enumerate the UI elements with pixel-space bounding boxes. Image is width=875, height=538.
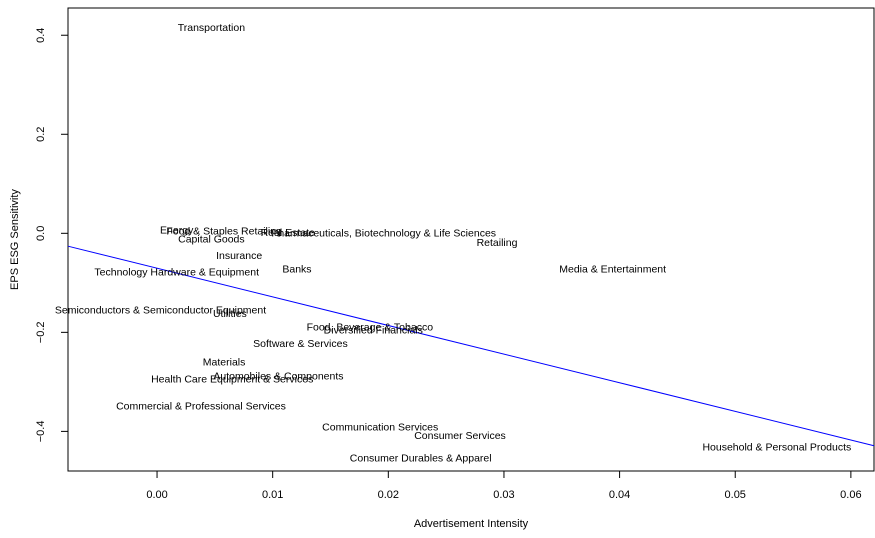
data-point-label: Food & Staples Retailing: [166, 225, 282, 237]
x-tick-label: 0.03: [493, 489, 514, 501]
data-point-label: Transportation: [178, 22, 245, 34]
data-point-label: Media & Entertainment: [559, 263, 666, 275]
data-point-label: Energy: [160, 224, 194, 236]
data-point-label: Real Estate: [261, 227, 315, 239]
data-point-label: Banks: [282, 263, 311, 275]
data-point-label: Household & Personal Products: [702, 442, 851, 454]
data-point-label: Consumer Durables & Apparel: [350, 453, 492, 465]
data-point-label: Semiconductors & Semiconductor Equipment: [55, 305, 266, 317]
data-point-label: Retailing: [477, 237, 518, 249]
data-point-label: Capital Goods: [178, 234, 245, 246]
data-point-label: Automobiles & Components: [213, 370, 343, 382]
x-axis: 0.00 0.01 0.02 0.03 0.04 0.05 0.06: [146, 470, 862, 501]
x-tick-label: 0.05: [725, 489, 746, 501]
y-axis-title: EPS ESG Sensitivity: [9, 189, 21, 290]
y-axis: −0.4 −0.2 0.0 0.2 0.4: [35, 28, 69, 443]
y-tick-label: 0.0: [35, 226, 47, 241]
y-tick-label: 0.4: [35, 28, 47, 43]
x-tick-label: 0.02: [378, 489, 399, 501]
y-tick-label: −0.4: [35, 421, 47, 443]
data-point-label: Consumer Services: [414, 430, 506, 442]
x-tick-label: 0.01: [262, 489, 283, 501]
data-point-label: Health Care Equipment & Services: [151, 373, 313, 385]
data-point-label: Pharmaceuticals, Biotechnology & Life Sc…: [271, 227, 496, 239]
data-point-label: Insurance: [216, 250, 262, 262]
data-point-label: Food, Beverage & Tobacco: [307, 321, 434, 333]
data-point-label: Materials: [203, 357, 246, 369]
x-axis-title: Advertisement Intensity: [414, 518, 529, 530]
x-tick-label: 0.06: [840, 489, 861, 501]
x-tick-label: 0.04: [609, 489, 630, 501]
y-tick-label: 0.2: [35, 127, 47, 142]
data-point-label: Communication Services: [322, 421, 438, 433]
data-point-label: Diversified Financials: [324, 324, 423, 336]
regression-line: [67, 245, 875, 447]
data-point-label: Commercial & Professional Services: [116, 401, 286, 413]
regression-line-group: [67, 245, 875, 447]
x-tick-label: 0.00: [146, 489, 167, 501]
data-point-label: Software & Services: [253, 338, 348, 350]
data-point-label: Technology Hardware & Equipment: [94, 266, 259, 278]
y-tick-label: −0.2: [35, 321, 47, 343]
data-point-label: Utilities: [213, 308, 247, 320]
